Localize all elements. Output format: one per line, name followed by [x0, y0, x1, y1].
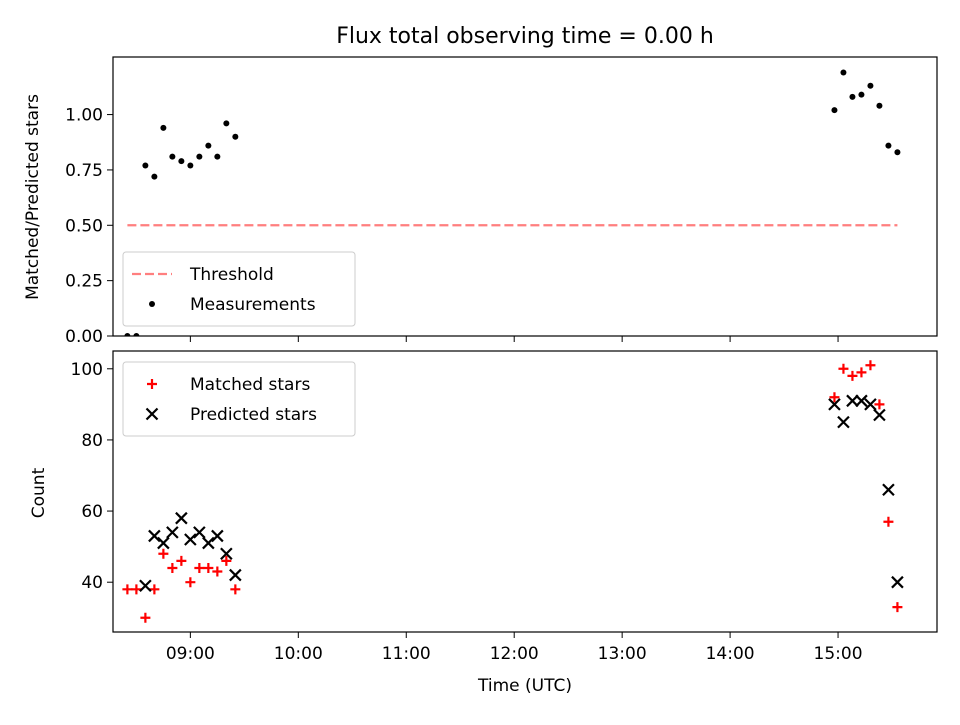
measurements-point — [840, 69, 847, 76]
x-axis-label: Time (UTC) — [477, 676, 572, 696]
matched-stars-point — [838, 363, 849, 374]
predicted-stars-point — [855, 394, 868, 408]
measurements-point — [232, 133, 239, 140]
matched-stars-point — [829, 392, 840, 403]
measurements-point — [187, 162, 194, 169]
top-y-tick-label: 0.25 — [65, 272, 103, 292]
predicted-stars-point — [184, 533, 197, 546]
predicted-stars-point — [175, 511, 188, 525]
matched-stars-point — [892, 602, 903, 613]
bottom-y-tick-label: 60 — [81, 502, 103, 522]
measurements-point — [133, 333, 140, 336]
top-y-tick-label: 0.50 — [65, 216, 103, 236]
predicted-stars-point — [873, 408, 886, 422]
predicted-stars-legend-label: Predicted stars — [190, 405, 317, 425]
measurements-point — [876, 102, 883, 109]
predicted-stars-legend-swatch — [145, 407, 159, 421]
predicted-stars-point — [139, 579, 152, 593]
x-tick-label: 14:00 — [706, 644, 755, 664]
measurements-point — [124, 333, 131, 336]
bottom-y-axis-label: Count — [29, 467, 49, 518]
predicted-stars-point — [148, 529, 161, 543]
measurements-point — [205, 142, 212, 149]
measurements-point — [831, 107, 838, 114]
matched-stars-point — [847, 370, 858, 381]
bottom-y-tick-label: 40 — [81, 573, 103, 593]
bottom-plot-area — [122, 360, 904, 623]
matched-stars-legend-swatch — [147, 379, 157, 389]
predicted-stars-point — [864, 398, 877, 411]
measurements-point — [169, 153, 176, 160]
matched-stars-legend-label: Matched stars — [190, 375, 310, 395]
matched-stars-point — [140, 612, 151, 623]
top-y-tick-label: 0.00 — [65, 327, 103, 347]
predicted-stars-point — [157, 536, 170, 550]
predicted-stars-point — [202, 536, 215, 550]
matched-stars-point — [158, 548, 169, 559]
threshold-legend-label: Threshold — [189, 265, 274, 285]
predicted-stars-point — [882, 483, 895, 496]
bottom-legend-box — [122, 361, 356, 437]
matched-stars-point — [883, 516, 894, 527]
x-tick-label: 10:00 — [274, 644, 323, 664]
measurements-point — [178, 158, 185, 165]
top-plot-frame — [112, 56, 938, 337]
predicted-stars-point — [211, 529, 224, 543]
matched-stars-point — [167, 562, 178, 573]
top-y-tick-label: 1.00 — [65, 106, 103, 126]
measurements-point — [142, 162, 149, 169]
measurements-point — [151, 173, 158, 180]
measurements-point — [214, 153, 221, 160]
matched-stars-point — [221, 555, 232, 566]
measurements-legend-label: Measurements — [190, 295, 316, 315]
predicted-stars-point — [220, 547, 233, 561]
x-tick-label: 13:00 — [598, 644, 647, 664]
predicted-stars-point — [193, 526, 206, 539]
bottom-y-tick-label: 80 — [81, 431, 103, 451]
measurements-point — [867, 82, 874, 89]
predicted-stars-point — [166, 526, 179, 539]
x-tick-label: 11:00 — [382, 644, 431, 664]
measurements-point — [160, 124, 167, 131]
x-tick-label: 09:00 — [166, 644, 215, 664]
bottom-plot-frame — [112, 350, 938, 633]
top-plot-area — [124, 69, 901, 336]
top-y-axis-label: Matched/Predicted stars — [23, 94, 43, 300]
matched-stars-point — [203, 562, 214, 573]
matched-stars-point — [865, 360, 876, 371]
chart-title: Flux total observing time = 0.00 h — [336, 24, 714, 49]
measurements-point — [849, 93, 856, 100]
matched-stars-point — [194, 562, 205, 573]
predicted-stars-point — [229, 568, 242, 582]
bottom-y-tick-label: 100 — [71, 360, 103, 380]
measurements-point — [223, 120, 230, 127]
predicted-stars-point — [837, 415, 850, 429]
measurements-point — [885, 142, 892, 149]
measurements-legend-swatch — [149, 301, 155, 307]
matched-stars-point — [122, 584, 133, 595]
predicted-stars-point — [828, 398, 841, 411]
predicted-stars-point — [846, 394, 859, 408]
matched-stars-point — [230, 584, 241, 595]
matched-stars-point — [874, 399, 885, 410]
matched-stars-point — [856, 367, 867, 378]
matched-stars-point — [212, 566, 223, 577]
top-y-tick-label: 0.75 — [65, 161, 103, 181]
matched-stars-point — [176, 555, 187, 566]
top-legend-box — [122, 251, 356, 327]
measurements-point — [894, 149, 901, 156]
matched-stars-point — [131, 584, 142, 595]
x-tick-label: 12:00 — [490, 644, 539, 664]
predicted-stars-point — [891, 575, 904, 589]
matched-stars-point — [149, 584, 160, 595]
matched-stars-point — [185, 577, 196, 588]
measurements-point — [196, 153, 203, 160]
x-tick-label: 15:00 — [814, 644, 863, 664]
measurements-point — [858, 91, 865, 98]
